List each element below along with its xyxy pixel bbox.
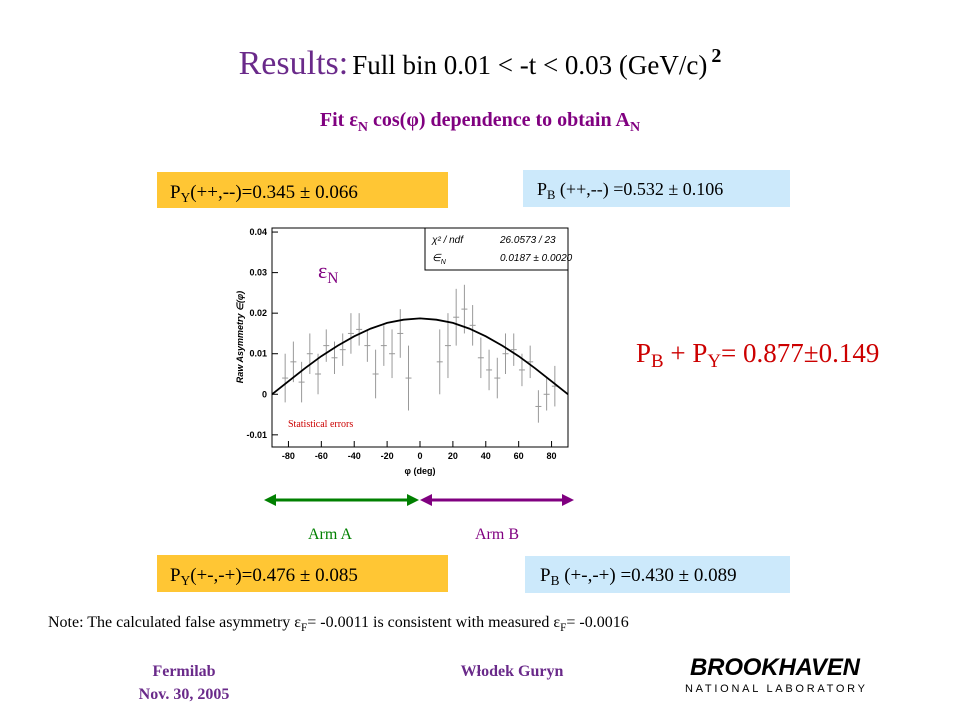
subtitle-sub: N (358, 120, 368, 135)
p: P (170, 182, 181, 203)
plot-note: Statistical errors (288, 419, 353, 430)
p-sub: Y (181, 190, 191, 205)
p-value: (+-,-+)=0.476 ± 0.085 (190, 565, 358, 586)
note-part: Note: The calculated false asymmetry ε (48, 614, 301, 631)
stats-box (424, 227, 569, 271)
p: + P (664, 338, 708, 368)
stats-value: 26.0573 / 23 (499, 235, 556, 246)
x-tick-label: 60 (514, 451, 524, 461)
x-tick-label: -20 (381, 451, 394, 461)
y-tick-label: 0.01 (249, 349, 267, 359)
p-sub: B (551, 573, 560, 588)
stats-name: ∈N (432, 253, 447, 266)
y-tick-label: 0.02 (249, 308, 267, 318)
logo: BROOKHAVEN (690, 654, 861, 681)
y-tick-label: -0.01 (246, 430, 267, 440)
polarization-sum: PB + PY= 0.877±0.149 (636, 338, 879, 372)
subtitle: Fit εN cos(φ) dependence to obtain AN (320, 109, 640, 135)
subtitle-part: Fit ε (320, 109, 358, 131)
p-sub: Y (181, 573, 191, 588)
p: P (537, 179, 547, 199)
x-tick-label: -60 (315, 451, 328, 461)
stats-name: χ² / ndf (431, 235, 464, 246)
polarization: PB (++,--) =0.532 ± 0.106 (537, 179, 723, 202)
p-value: (++,--)=0.345 ± 0.066 (190, 182, 358, 203)
p: P (540, 565, 551, 586)
x-tick-label: -80 (282, 451, 295, 461)
polarization: PY(++,--)=0.345 ± 0.066 (170, 182, 358, 205)
title-main: Full bin 0.01 < -t < 0.03 (GeV/c) (352, 50, 707, 80)
y-axis-label: Raw Asymmetry ∈(φ) (235, 291, 245, 383)
note-sub: F (560, 622, 566, 634)
p: P (170, 565, 181, 586)
x-tick-label: 80 (547, 451, 557, 461)
logo-sub: NATIONAL LABORATORY (685, 683, 866, 695)
fit-curve (271, 317, 569, 396)
title: Results: Full bin 0.01 < -t < 0.03 (GeV/… (239, 45, 722, 82)
x-tick-label: -40 (348, 451, 361, 461)
title-lead: Results: (239, 45, 349, 82)
polarization: PY(+-,-+)=0.476 ± 0.085 (170, 565, 358, 588)
polarization-box (523, 170, 790, 207)
footer-lab: Fermilab (152, 663, 215, 680)
p-value: (+-,-+) =0.430 ± 0.089 (559, 565, 736, 586)
arm-label: Arm B (475, 526, 519, 543)
footer-author: Włodek Guryn (461, 663, 564, 680)
footer-date: Nov. 30, 2005 (139, 686, 230, 703)
note-part: = -0.0016 (566, 614, 628, 631)
x-tick-label: 40 (481, 451, 491, 461)
title-sup: 2 (711, 45, 721, 67)
polarization-box (157, 555, 448, 592)
x-axis-label: φ (deg) (405, 466, 436, 476)
polarization-box (525, 556, 790, 593)
p: P (636, 338, 651, 368)
arm-arrows (264, 494, 574, 506)
p-sub: Y (707, 351, 721, 372)
p-sub: B (547, 188, 555, 202)
x-tick-label: 20 (448, 451, 458, 461)
note: Note: The calculated false asymmetry εF=… (48, 614, 629, 634)
arm-label: Arm A (308, 526, 352, 543)
subtitle-part: cos(φ) dependence to obtain A (368, 109, 630, 131)
stats-sub: N (441, 259, 447, 266)
polarization: PB (+-,-+) =0.430 ± 0.089 (540, 565, 737, 588)
annotation-part: ε (318, 258, 327, 283)
polarization-box (157, 172, 448, 208)
y-tick-label: 0.04 (249, 227, 267, 237)
p-value: = 0.877±0.149 (721, 338, 879, 368)
note-sub: F (301, 622, 307, 634)
note-part: = -0.0011 is consistent with measured ε (307, 614, 560, 631)
annotation: εN (318, 258, 338, 287)
p-value: (++,--) =0.532 ± 0.106 (555, 179, 723, 200)
annotation-sub: N (327, 270, 338, 287)
y-tick-label: 0 (262, 389, 267, 399)
x-tick-label: 0 (417, 451, 422, 461)
plot: χ² / ndf 26.0573 / 23 ∈N 0.0187 ± 0.0020… (235, 227, 573, 476)
stats-name: ∈ (432, 253, 442, 264)
y-tick-label: 0.03 (249, 268, 267, 278)
subtitle-sub: N (630, 120, 640, 135)
p-sub: B (651, 351, 664, 372)
stats-value: 0.0187 ± 0.0020 (500, 253, 573, 264)
